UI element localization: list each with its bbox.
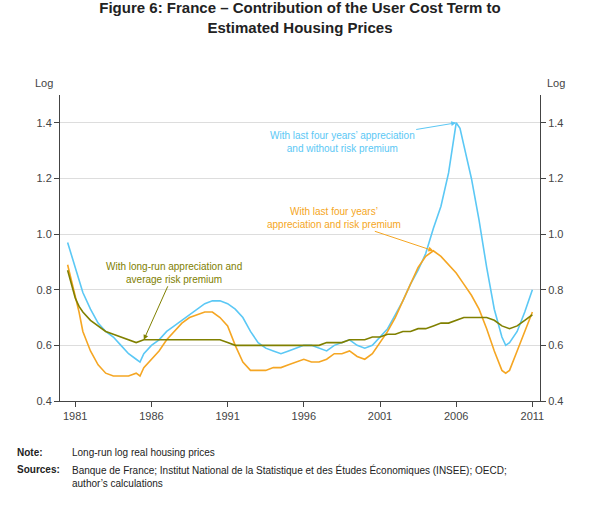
svg-text:2011: 2011 — [521, 410, 545, 422]
svg-text:1.0: 1.0 — [37, 228, 52, 240]
svg-text:Long-run log real housing pric: Long-run log real housing prices — [72, 447, 215, 458]
svg-text:With last four years’ apprecia: With last four years’ appreciationand wi… — [270, 130, 415, 154]
svg-text:1.4: 1.4 — [548, 117, 563, 129]
svg-text:1981: 1981 — [63, 410, 87, 422]
svg-text:0.8: 0.8 — [548, 284, 563, 296]
svg-text:2001: 2001 — [368, 410, 392, 422]
svg-text:With last four years’appreciat: With last four years’appreciation and ri… — [267, 206, 401, 230]
svg-text:1.4: 1.4 — [37, 117, 52, 129]
svg-text:Banque de France; Institut Nat: Banque de France; Institut National de l… — [72, 464, 507, 489]
svg-text:0.4: 0.4 — [548, 395, 563, 407]
svg-text:Log: Log — [35, 77, 53, 89]
svg-text:0.8: 0.8 — [37, 284, 52, 296]
svg-text:Note:: Note: — [17, 447, 43, 458]
svg-text:0.6: 0.6 — [37, 339, 52, 351]
svg-text:1.2: 1.2 — [548, 172, 563, 184]
svg-text:0.4: 0.4 — [37, 395, 52, 407]
svg-text:Log: Log — [547, 77, 565, 89]
svg-text:1.2: 1.2 — [37, 172, 52, 184]
svg-text:With long-run appreciation and: With long-run appreciation andaverage ri… — [106, 261, 242, 285]
svg-text:2006: 2006 — [444, 410, 468, 422]
svg-text:0.6: 0.6 — [548, 339, 563, 351]
svg-text:1991: 1991 — [215, 410, 239, 422]
svg-text:Sources:: Sources: — [17, 464, 60, 475]
svg-text:1996: 1996 — [292, 410, 316, 422]
svg-text:Figure 6: France – Contributio: Figure 6: France – Contribution of the U… — [99, 0, 500, 36]
svg-text:1.0: 1.0 — [548, 228, 563, 240]
svg-text:1986: 1986 — [139, 410, 163, 422]
